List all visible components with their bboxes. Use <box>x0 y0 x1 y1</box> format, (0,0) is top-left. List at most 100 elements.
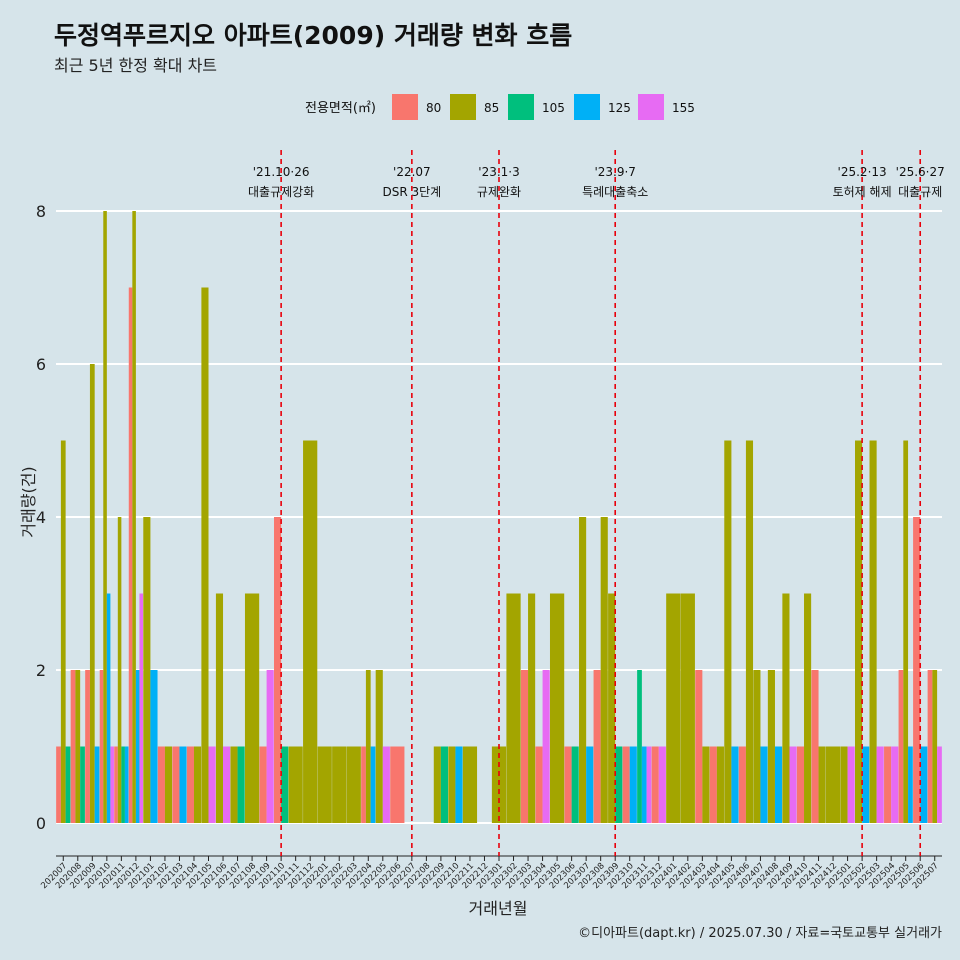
bar-202302-85 <box>506 593 521 823</box>
bar-202308-85 <box>600 517 608 823</box>
bar-202209-105 <box>440 746 449 823</box>
bar-202410-80 <box>796 746 805 823</box>
bar-202305-85 <box>549 593 565 823</box>
bar-202405-125 <box>731 746 739 823</box>
bar-202502-125 <box>862 746 870 823</box>
bar-202309-105 <box>615 746 623 823</box>
event-label: 규제완화 <box>477 185 521 199</box>
bar-202106-85 <box>215 593 224 823</box>
bar-202502-85 <box>855 440 863 823</box>
bar-202210-85 <box>448 746 456 823</box>
bar-202112-85 <box>303 440 318 823</box>
bar-202211-85 <box>462 746 478 823</box>
bar-202009-80 <box>85 670 90 823</box>
y-tick-label: 8 <box>36 202 46 221</box>
bar-202101-125 <box>150 670 158 823</box>
event-date: '25.2·13 <box>838 165 887 179</box>
legend-swatch-85 <box>450 94 476 120</box>
bar-202505-80 <box>898 670 904 823</box>
bar-202109-80 <box>259 746 267 823</box>
bar-202404-85 <box>716 746 724 823</box>
legend-swatch-80 <box>392 94 418 120</box>
bar-202007-85 <box>60 440 66 823</box>
y-tick-label: 6 <box>36 355 46 374</box>
bar-202308-80 <box>593 670 601 823</box>
bar-202504-155 <box>891 746 899 823</box>
event-label: 특례대출축소 <box>582 185 648 199</box>
bar-202507-80 <box>927 670 933 823</box>
legend-label: 85 <box>484 101 499 115</box>
bar-202008-85 <box>75 670 81 823</box>
legend-label: 80 <box>426 101 441 115</box>
bar-202012-125 <box>135 670 140 823</box>
bar-202309-85 <box>608 593 616 823</box>
bar-202010-85 <box>103 211 107 823</box>
bar-202011-125 <box>124 746 129 823</box>
source-caption: ©디아파트(dapt.kr) / 2025.07.30 / 자료=국토교통부 실… <box>578 926 942 941</box>
legend-swatch-155 <box>638 94 664 120</box>
bar-202306-80 <box>564 746 572 823</box>
bar-202408-125 <box>774 746 783 823</box>
bar-202010-125 <box>106 593 111 823</box>
bar-202105-155 <box>208 746 216 823</box>
bar-202503-155 <box>876 746 884 823</box>
bar-202102-80 <box>157 746 165 823</box>
bar-202103-80 <box>172 746 180 823</box>
event-date: '23.1·3 <box>478 165 519 179</box>
bar-202104-80 <box>186 746 194 823</box>
bar-202011-85 <box>117 517 122 823</box>
y-axis-title: 거래량(건) <box>19 466 38 537</box>
bar-202412-85 <box>825 746 841 823</box>
bar-202012-155 <box>139 593 143 823</box>
bar-202111-85 <box>288 746 303 823</box>
bar-202410-85 <box>804 593 812 823</box>
bar-202103-125 <box>179 746 187 823</box>
bar-202204-85 <box>365 670 371 823</box>
bar-202409-85 <box>782 593 790 823</box>
bar-202505-85 <box>903 440 909 823</box>
bar-202010-155 <box>110 746 114 823</box>
bar-202108-85 <box>244 593 260 823</box>
bar-202310-80 <box>622 746 630 823</box>
event-date: '22.07 <box>393 165 431 179</box>
bar-202407-125 <box>760 746 768 823</box>
bar-202206-80 <box>390 746 405 823</box>
bar-202506-125 <box>920 746 928 823</box>
bar-202107-105 <box>237 746 245 823</box>
bar-202109-155 <box>266 670 274 823</box>
bar-202307-85 <box>579 517 587 823</box>
bar-202406-85 <box>745 440 754 823</box>
bar-202204-125 <box>370 746 376 823</box>
bar-202411-85 <box>818 746 826 823</box>
bar-202009-125 <box>94 746 100 823</box>
event-label: 대출규제강화 <box>248 185 314 199</box>
bar-202209-85 <box>433 746 441 823</box>
bar-202304-80 <box>535 746 543 823</box>
legend-title: 전용면적(㎡) <box>305 101 376 116</box>
bar-202310-125 <box>629 746 637 823</box>
bar-202101-85 <box>143 517 151 823</box>
bar-202506-80 <box>913 517 921 823</box>
bar-202408-85 <box>767 670 775 823</box>
bar-202307-125 <box>586 746 594 823</box>
event-date: '23.9·7 <box>594 165 635 179</box>
bar-202011-105 <box>121 746 125 823</box>
bar-202104-85 <box>193 746 202 823</box>
event-date: '21.10·26 <box>253 165 310 179</box>
bar-202012-85 <box>132 211 136 823</box>
bar-202403-80 <box>695 670 703 823</box>
event-label: 토허제 해제 <box>833 185 892 199</box>
bar-202312-155 <box>658 746 666 823</box>
x-axis-title: 거래년월 <box>469 899 528 918</box>
bar-202312-80 <box>651 746 659 823</box>
bar-202401-85 <box>666 593 681 823</box>
bar-202311-125 <box>641 746 647 823</box>
bar-202402-85 <box>680 593 695 823</box>
bar-202405-85 <box>724 440 732 823</box>
bar-202501-85 <box>840 746 848 823</box>
legend-label: 105 <box>542 101 565 115</box>
legend-swatch-125 <box>574 94 600 120</box>
bar-202205-155 <box>382 746 390 823</box>
bar-202507-85 <box>932 670 938 823</box>
bar-202403-85 <box>702 746 710 823</box>
